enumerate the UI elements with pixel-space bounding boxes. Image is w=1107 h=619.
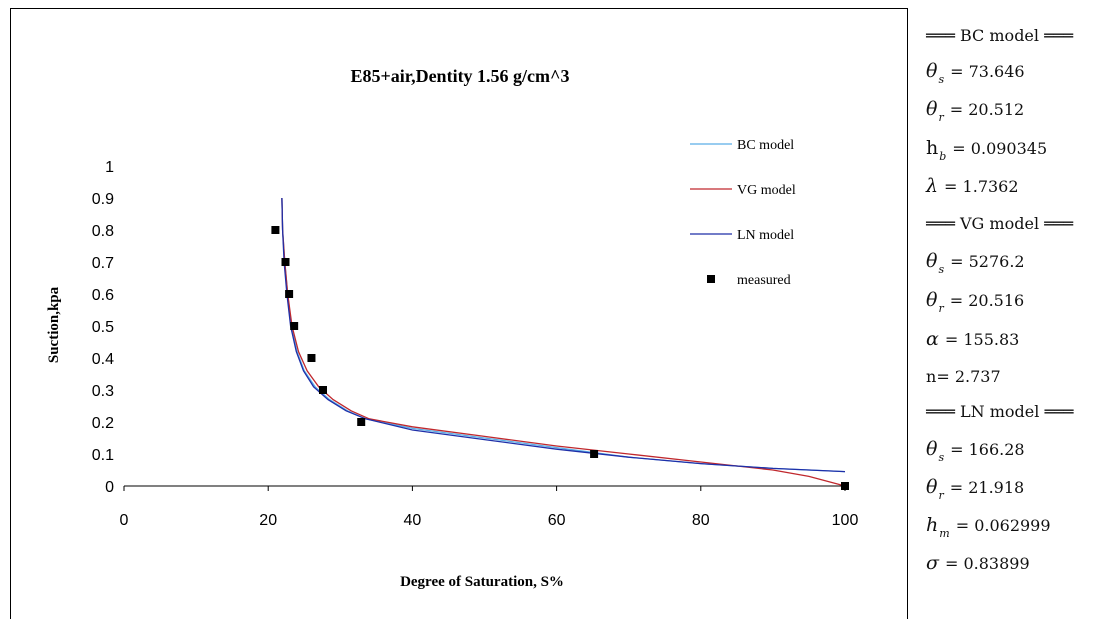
vg-alpha: α = 155.83 bbox=[926, 328, 1020, 350]
vg-theta-s-value: 5276.2 bbox=[968, 252, 1025, 271]
y-tick-label: 0.4 bbox=[92, 351, 114, 368]
measured-point bbox=[357, 418, 366, 426]
model-parameters-panel: ═══ BC model ═══ θs = 73.646 θr = 20.512 h… bbox=[926, 8, 1107, 619]
bc-theta-r: θr = 20.512 bbox=[926, 98, 1025, 124]
vg-model-header: ═══ VG model ═══ bbox=[926, 214, 1074, 233]
ln-sigma-value: 0.83899 bbox=[963, 554, 1030, 573]
x-tick-label: 40 bbox=[404, 512, 422, 529]
y-tick-label: 0.2 bbox=[92, 415, 114, 432]
measured-point bbox=[318, 386, 327, 394]
bc-theta-s-value: 73.646 bbox=[968, 62, 1025, 81]
measured-point bbox=[281, 258, 290, 266]
measured-point bbox=[271, 226, 280, 234]
bc-theta-r-value: 20.512 bbox=[968, 100, 1025, 119]
vg-n-value: 2.737 bbox=[954, 367, 1001, 386]
y-tick-label: 0.7 bbox=[92, 255, 114, 272]
ln-hm: hm = 0.062999 bbox=[926, 514, 1051, 540]
y-axis-label: Suction,kpa bbox=[46, 286, 62, 363]
ln-theta-s: θs = 166.28 bbox=[926, 438, 1025, 464]
vg-theta-r: θr = 20.516 bbox=[926, 289, 1025, 315]
y-tick-label: 0.1 bbox=[92, 447, 114, 464]
x-tick-label: 60 bbox=[548, 512, 566, 529]
ln-theta-s-value: 166.28 bbox=[968, 440, 1025, 459]
series-layer bbox=[271, 197, 849, 490]
vg-n: n= 2.737 bbox=[926, 367, 1001, 386]
x-tick-label: 100 bbox=[832, 512, 859, 529]
bc-lambda-value: 1.7362 bbox=[962, 177, 1019, 196]
legend-label-vg-model: VG model bbox=[737, 183, 796, 198]
measured-point bbox=[285, 290, 294, 298]
ln-theta-r: θr = 21.918 bbox=[926, 476, 1025, 502]
x-tick-label: 20 bbox=[259, 512, 277, 529]
vg-model-header-text: VG model bbox=[960, 214, 1040, 233]
chart-frame bbox=[10, 8, 908, 619]
x-tick-label: 0 bbox=[120, 512, 129, 529]
measured-point bbox=[590, 450, 599, 458]
ln-model-header: ═══ LN model ═══ bbox=[926, 402, 1074, 421]
vg-theta-r-value: 20.516 bbox=[968, 291, 1025, 310]
legend-label-ln-model: LN model bbox=[737, 228, 794, 243]
legend: BC model VG model LN model measured bbox=[690, 138, 796, 288]
vg-theta-s: θs = 5276.2 bbox=[926, 250, 1025, 276]
ln-hm-value: 0.062999 bbox=[974, 516, 1051, 535]
ln-theta-r-value: 21.918 bbox=[968, 478, 1025, 497]
bc-lambda: λ = 1.7362 bbox=[926, 175, 1019, 197]
bc-theta-s: θs = 73.646 bbox=[926, 60, 1025, 86]
y-tick-label: 0.6 bbox=[92, 287, 114, 304]
bc-hb-value: 0.090345 bbox=[970, 139, 1048, 158]
y-tick-label: 0.9 bbox=[92, 191, 114, 208]
legend-label-bc-model: BC model bbox=[737, 138, 794, 153]
legend-swatch-measured bbox=[707, 275, 715, 283]
measured-point bbox=[307, 354, 316, 362]
measured-point bbox=[290, 322, 299, 330]
legend-label-measured: measured bbox=[737, 273, 791, 288]
chart-title: E85+air,Dentity 1.56 g/cm^3 bbox=[350, 66, 569, 86]
bc-model-header: ═══ BC model ═══ bbox=[926, 26, 1074, 45]
x-axis-label: Degree of Saturation, S% bbox=[400, 574, 564, 590]
y-tick-label: 0.5 bbox=[92, 319, 114, 336]
ln-model-header-text: LN model bbox=[960, 402, 1040, 421]
x-tick-label: 80 bbox=[692, 512, 710, 529]
series-line-ln-model bbox=[281, 197, 846, 473]
vg-alpha-value: 155.83 bbox=[963, 330, 1020, 349]
y-tick-label: 1 bbox=[105, 159, 114, 176]
y-tick-label: 0 bbox=[105, 479, 114, 496]
y-tick-label: 0.3 bbox=[92, 383, 114, 400]
bc-model-header-text: BC model bbox=[960, 26, 1040, 45]
bc-hb: hb = 0.090345 bbox=[926, 137, 1048, 163]
y-tick-label: 0.8 bbox=[92, 223, 114, 240]
measured-point bbox=[841, 482, 849, 490]
axes: 0 20 40 60 80 100 0 0.1 0.2 0.3 0.4 0.5 0.6 0.7 0.8 0.9… bbox=[92, 159, 859, 529]
chart: E85+air,Dentity 1.56 g/cm^3 Degree of Sa… bbox=[46, 66, 859, 590]
ln-sigma: σ = 0.83899 bbox=[926, 552, 1030, 574]
